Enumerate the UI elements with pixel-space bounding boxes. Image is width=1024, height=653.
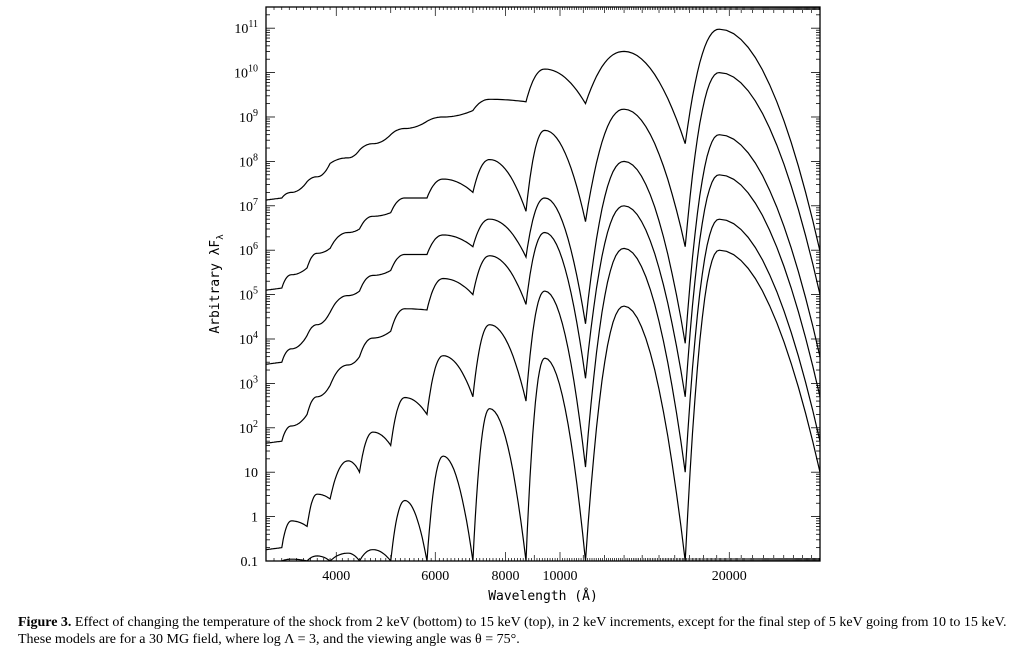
y-tick-label: 10 [244, 466, 258, 481]
y-tick-label: 102 [239, 419, 258, 437]
x-tick-labels: 4000 6000 8000 10000 20000 [322, 569, 747, 584]
x-tick-label: 8000 [492, 569, 520, 584]
x-tick-label: 20000 [712, 569, 747, 584]
x-tick-label: 6000 [421, 569, 449, 584]
y-tick-label: 107 [239, 197, 258, 215]
y-tick-label: 1011 [234, 19, 258, 37]
series-line [266, 218, 820, 551]
caption-text: Effect of changing the temperature of th… [18, 615, 1007, 647]
y-tick-label: 1 [251, 511, 258, 526]
x-tick-label: 4000 [322, 569, 350, 584]
y-tick-label: 1010 [234, 64, 258, 82]
y-tick-label: 109 [239, 108, 258, 126]
y-tick-label: 105 [239, 286, 258, 304]
series-line [266, 28, 820, 252]
series-line [266, 134, 820, 365]
y-tick-label: 106 [239, 241, 258, 259]
y-tick-labels: 0.1 1 10 102 103 104 105 106 107 108 109 1010 1011 [234, 19, 258, 570]
x-tick-label: 10000 [543, 569, 578, 584]
series-line [266, 174, 820, 444]
minor-ticks [265, 6, 821, 561]
series-curves [266, 28, 820, 561]
series-line [266, 71, 820, 295]
major-ticks [266, 7, 820, 562]
caption-label: Figure 3. [18, 615, 72, 630]
x-axis-label: Wavelength (Å) [488, 588, 598, 604]
y-tick-label: 0.1 [241, 555, 259, 570]
series-line [277, 249, 820, 561]
y-axis-label: Arbitrary λFλ [208, 234, 226, 334]
figure-caption: Figure 3. Effect of changing the tempera… [18, 614, 1014, 648]
chart: 0.1 1 10 102 103 104 105 106 107 108 109 1010 1011 4… [208, 6, 821, 604]
y-tick-label: 104 [239, 330, 258, 348]
y-tick-label: 103 [239, 374, 258, 392]
y-tick-label: 108 [239, 152, 258, 170]
plot-frame [265, 6, 821, 562]
